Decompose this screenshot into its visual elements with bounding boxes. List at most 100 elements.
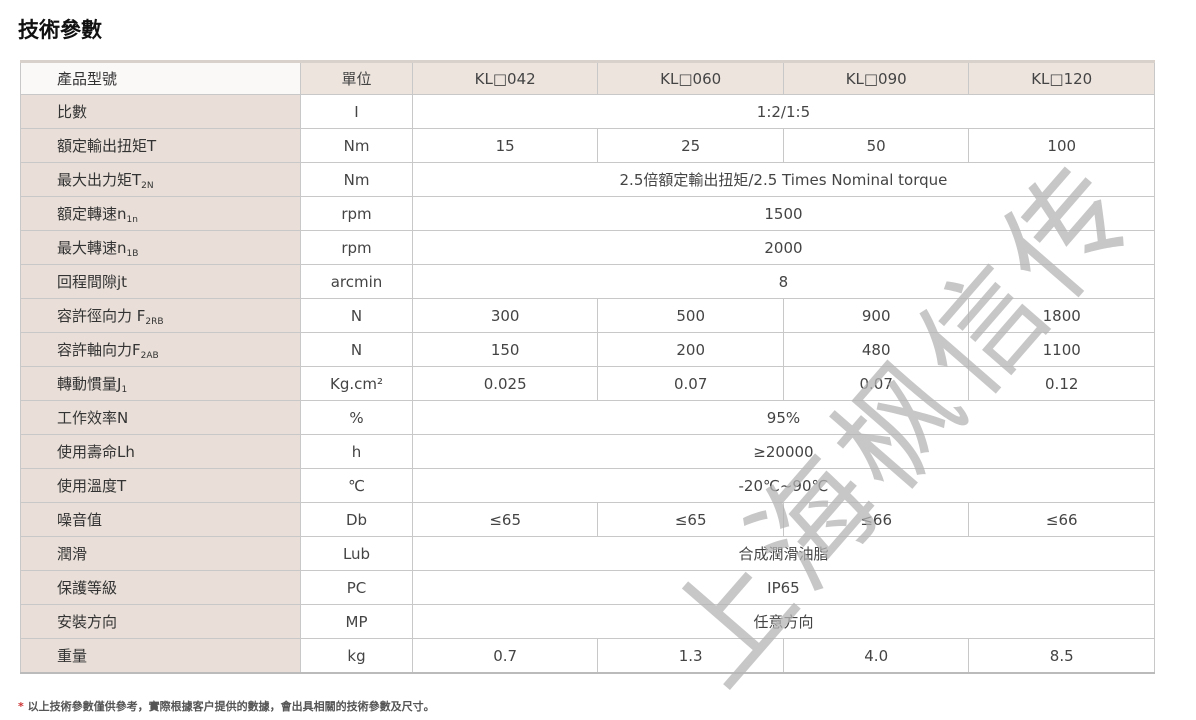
- row-value: ≥20000: [411, 434, 1156, 469]
- row-label-subscript: 2N: [141, 180, 154, 191]
- row-value: ≤65: [411, 502, 599, 537]
- row-label-text: 容許軸向力F: [57, 340, 141, 359]
- row-value: 95%: [411, 400, 1156, 435]
- table-row: 額定轉速n1n rpm 1500: [19, 196, 1156, 231]
- row-value: IP65: [411, 570, 1156, 605]
- row-label: 額定轉速n1n: [19, 196, 302, 231]
- row-label-text: 潤滑: [57, 544, 88, 563]
- footnote-text: 以上技術參數僅供參考，實際根據客户提供的數據，會出具相關的技術參數及尺寸。: [27, 700, 435, 713]
- row-unit: Kg.cm²: [300, 366, 413, 401]
- spec-table: 產品型號 單位 KL□042 KL□060 KL□090 KL□120 比數 I 1…: [19, 60, 1156, 674]
- table-row: 容許徑向力 F2RB N 300 500 900 1800: [19, 298, 1155, 333]
- row-value: 0.07: [782, 366, 970, 401]
- page-title: 技術參數: [18, 18, 102, 42]
- footnote-star: *: [18, 700, 24, 713]
- row-value: 0.12: [968, 366, 1155, 401]
- table-row: 最大轉速n1B rpm 2000: [19, 230, 1156, 265]
- header-model-090: KL□090: [782, 60, 970, 95]
- row-unit: %: [300, 400, 413, 435]
- row-unit: kg: [300, 638, 413, 674]
- row-value: 1:2/1:5: [411, 94, 1156, 129]
- row-value: 任意方向: [411, 604, 1156, 639]
- row-label: 額定輸出扭矩T: [19, 128, 302, 163]
- row-label: 比數: [19, 94, 302, 129]
- table-row: 回程間隙jt arcmin 8: [19, 264, 1156, 299]
- row-label-text: 額定轉速n: [57, 204, 127, 223]
- row-value: 480: [782, 332, 970, 367]
- header-model-060: KL□060: [597, 60, 784, 95]
- row-value: ≤66: [968, 502, 1155, 537]
- row-label: 轉動慣量J1: [19, 366, 302, 401]
- table-row: 使用溫度T ℃ -20℃~90℃: [19, 468, 1156, 503]
- footnote: * 以上技術參數僅供參考，實際根據客户提供的數據，會出具相關的技術參數及尺寸。: [18, 698, 435, 714]
- row-unit: I: [300, 94, 413, 129]
- row-label: 重量: [19, 638, 302, 674]
- row-label-subscript: 2AB: [140, 350, 159, 361]
- row-label: 保護等級: [19, 570, 302, 605]
- row-label: 使用壽命Lh: [19, 434, 302, 469]
- table-row: 重量 kg 0.7 1.3 4.0 8.5: [19, 638, 1155, 674]
- row-label-text: 回程間隙jt: [57, 272, 128, 291]
- table-row: 潤滑 Lub 合成潤滑油脂: [19, 536, 1156, 571]
- row-value: 0.07: [597, 366, 784, 401]
- header-model-042: KL□042: [411, 60, 599, 95]
- row-value: 4.0: [782, 638, 970, 674]
- row-label: 最大出力矩T2N: [19, 162, 302, 197]
- header-unit: 單位: [300, 60, 413, 95]
- table-row: 額定輸出扭矩T Nm 15 25 50 100: [19, 128, 1155, 163]
- row-unit: ℃: [300, 468, 413, 503]
- row-value: 合成潤滑油脂: [411, 536, 1156, 571]
- row-unit: N: [300, 332, 413, 367]
- row-label: 最大轉速n1B: [19, 230, 302, 265]
- row-label: 噪音值: [19, 502, 302, 537]
- row-label: 安裝方向: [19, 604, 302, 639]
- row-value: 8: [411, 264, 1156, 299]
- table-row: 安裝方向 MP 任意方向: [19, 604, 1156, 639]
- header-model: 產品型號: [19, 60, 302, 95]
- row-label-subscript: 1n: [126, 214, 138, 225]
- row-unit: Nm: [300, 162, 413, 197]
- table-row: 轉動慣量J1 Kg.cm² 0.025 0.07 0.07 0.12: [19, 366, 1155, 401]
- row-unit: arcmin: [300, 264, 413, 299]
- row-value: 1.3: [597, 638, 784, 674]
- row-value: 0.7: [411, 638, 599, 674]
- row-label-subscript: 2RB: [145, 316, 164, 327]
- table-row: 容許軸向力F2AB N 150 200 480 1100: [19, 332, 1155, 367]
- table-row: 比數 I 1:2/1:5: [19, 94, 1156, 129]
- row-label: 潤滑: [19, 536, 302, 571]
- row-value: 2000: [411, 230, 1156, 265]
- table-row: 工作效率N% 95%: [19, 400, 1156, 435]
- row-label-text: 最大出力矩T: [57, 170, 142, 189]
- row-label: 容許軸向力F2AB: [19, 332, 302, 367]
- row-unit: MP: [300, 604, 413, 639]
- row-value: -20℃~90℃: [411, 468, 1156, 503]
- row-unit: PC: [300, 570, 413, 605]
- row-label: 工作效率N: [19, 400, 302, 435]
- row-unit: Db: [300, 502, 413, 537]
- row-value: 50: [782, 128, 970, 163]
- row-value: 1800: [968, 298, 1155, 333]
- row-value: 8.5: [968, 638, 1155, 674]
- row-value: 2.5倍額定輸出扭矩/2.5 Times Nominal torque: [411, 162, 1156, 197]
- row-value: 25: [597, 128, 784, 163]
- row-unit: rpm: [300, 230, 413, 265]
- table-header-row: 產品型號 單位 KL□042 KL□060 KL□090 KL□120: [19, 60, 1155, 95]
- row-unit: h: [300, 434, 413, 469]
- row-label-text: 最大轉速n: [57, 238, 127, 257]
- row-label: 回程間隙jt: [19, 264, 302, 299]
- row-value: 100: [968, 128, 1155, 163]
- row-label: 使用溫度T: [19, 468, 302, 503]
- row-value: 900: [782, 298, 970, 333]
- row-label-text: 容許徑向力 F: [57, 306, 146, 325]
- row-label-text: 保護等級: [57, 578, 118, 597]
- row-label-text: 額定輸出扭矩T: [57, 136, 157, 155]
- row-unit: rpm: [300, 196, 413, 231]
- row-value: 1100: [968, 332, 1155, 367]
- row-label-text: 重量: [57, 646, 88, 665]
- row-label-text: 安裝方向: [57, 612, 118, 631]
- row-label-subscript: 1B: [126, 248, 139, 259]
- row-label-text: 比數: [57, 102, 88, 121]
- row-unit: Lub: [300, 536, 413, 571]
- row-value: 0.025: [411, 366, 599, 401]
- row-label-text: 噪音值: [57, 510, 103, 529]
